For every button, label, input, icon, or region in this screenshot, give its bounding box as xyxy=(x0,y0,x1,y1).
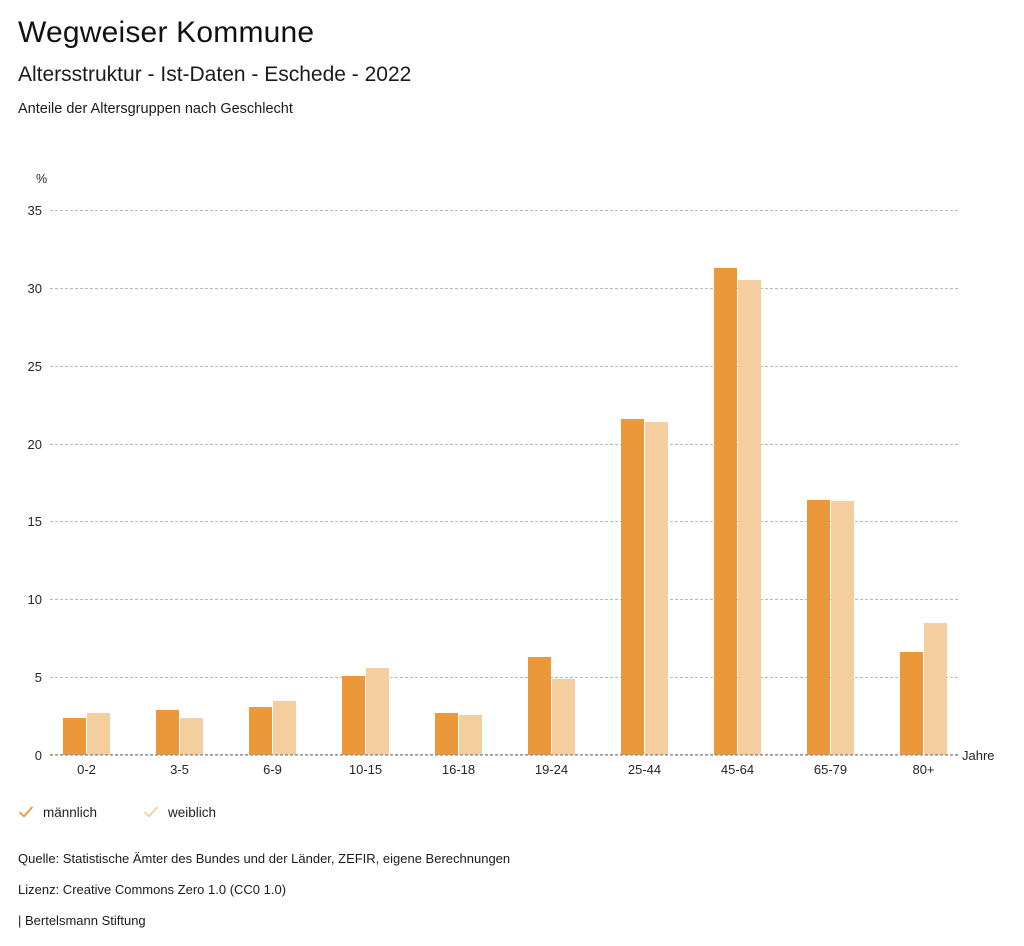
x-axis-tick-label: 0-2 xyxy=(77,762,96,777)
x-axis-tick-label: 65-79 xyxy=(813,762,848,777)
y-axis-tick-label: 25 xyxy=(27,358,42,374)
bar-65-79-männlich[interactable] xyxy=(807,499,830,755)
gridline xyxy=(50,677,958,679)
bar-10-15-weiblich[interactable] xyxy=(366,667,389,755)
bar-10-15-männlich[interactable] xyxy=(342,675,365,755)
x-axis-tick-label: 80+ xyxy=(912,762,935,777)
y-axis-tick-label: 0 xyxy=(34,748,42,763)
bar-16-18-männlich[interactable] xyxy=(435,712,458,755)
plot-area xyxy=(50,210,958,756)
bar-3-5-weiblich[interactable] xyxy=(180,717,203,755)
gridline xyxy=(50,443,958,445)
x-axis-tick-label: 3-5 xyxy=(170,762,189,777)
check-icon xyxy=(18,804,34,820)
legend-label: weiblich xyxy=(168,804,217,820)
bar-45-64-männlich[interactable] xyxy=(714,267,737,755)
bar-19-24-weiblich[interactable] xyxy=(552,678,575,755)
x-axis-tick-label: 6-9 xyxy=(263,762,282,777)
x-axis-label: Jahre xyxy=(962,748,995,763)
x-axis-baseline xyxy=(50,754,958,755)
chart-subtitle: Altersstruktur - Ist-Daten - Eschede - 2… xyxy=(18,63,412,86)
gridline xyxy=(50,287,958,289)
x-axis-tick-label: 25-44 xyxy=(627,762,662,777)
y-axis-tick-label: 15 xyxy=(27,514,42,530)
footer: Quelle: Statistische Ämter des Bundes un… xyxy=(18,843,998,936)
x-axis-tick-label: 10-15 xyxy=(348,762,383,777)
x-axis-tick-label: 16-18 xyxy=(441,762,476,777)
bar-80+-männlich[interactable] xyxy=(900,652,923,755)
gridline xyxy=(50,210,958,211)
y-axis-tick-label: 10 xyxy=(27,592,42,608)
header: Wegweiser Kommune Altersstruktur - Ist-D… xyxy=(18,14,998,120)
chart-container: % Jahre 0 5 10 15 20 25 30 35 0-2 3-5 6-9 10-15 16-… xyxy=(27,172,995,777)
bar-19-24-männlich[interactable] xyxy=(528,656,551,755)
y-axis-tick-label: 35 xyxy=(27,203,42,218)
legend-item-maennlich[interactable]: männlich xyxy=(18,804,97,820)
bar-65-79-weiblich[interactable] xyxy=(831,501,854,755)
legend-label: männlich xyxy=(43,804,98,820)
bar-16-18-weiblich[interactable] xyxy=(459,714,482,755)
bar-6-9-weiblich[interactable] xyxy=(273,700,296,755)
x-axis-tick-label: 45-64 xyxy=(720,762,755,777)
gridline xyxy=(50,599,958,601)
legend: männlich weiblich xyxy=(18,804,262,820)
bar-45-64-weiblich[interactable] xyxy=(738,280,761,755)
footer-line-1: Quelle: Statistische Ämter des Bundes un… xyxy=(18,851,511,866)
y-axis-tick-label: 5 xyxy=(34,670,42,686)
x-axis-tick-label: 19-24 xyxy=(534,762,569,777)
legend-item-weiblich[interactable]: weiblich xyxy=(143,804,216,820)
bar-80+-weiblich[interactable] xyxy=(924,622,947,755)
bar-25-44-weiblich[interactable] xyxy=(645,421,668,755)
bar-25-44-männlich[interactable] xyxy=(621,418,644,755)
bar-0-2-weiblich[interactable] xyxy=(87,712,110,755)
gridline xyxy=(50,755,958,756)
chart-description: Anteile der Altersgruppen nach Geschlech… xyxy=(18,101,293,117)
check-icon xyxy=(143,804,159,820)
bar-3-5-männlich[interactable] xyxy=(156,709,179,755)
y-axis-unit-label: % xyxy=(36,172,48,186)
footer-line-2: Lizenz: Creative Commons Zero 1.0 (CC0 1… xyxy=(18,882,287,897)
footer-line-3: | Bertelsmann Stiftung xyxy=(18,913,146,928)
bar-0-2-männlich[interactable] xyxy=(63,717,86,755)
gridline xyxy=(50,521,958,523)
gridline xyxy=(50,365,958,367)
y-axis-tick-label: 30 xyxy=(27,280,42,296)
y-axis-tick-label: 20 xyxy=(27,436,42,452)
bar-6-9-männlich[interactable] xyxy=(249,706,272,755)
page-title: Wegweiser Kommune xyxy=(18,16,315,49)
